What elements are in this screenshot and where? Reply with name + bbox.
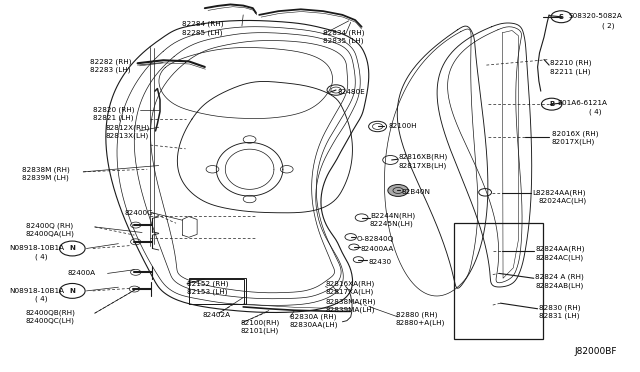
Text: 82816XB(RH): 82816XB(RH) (399, 154, 448, 160)
Text: 82285 (LH): 82285 (LH) (182, 29, 223, 36)
Text: 82400A: 82400A (67, 270, 95, 276)
Text: 82153 (LH): 82153 (LH) (187, 289, 227, 295)
Text: 82820 (RH): 82820 (RH) (93, 106, 134, 113)
Text: 82282 (RH): 82282 (RH) (90, 58, 131, 65)
Text: B2244N(RH): B2244N(RH) (370, 212, 415, 219)
Text: 82835 (LH): 82835 (LH) (323, 38, 364, 44)
Bar (454, 223, 543, 339)
Text: 82830AA(LH): 82830AA(LH) (290, 322, 339, 328)
Text: B01A6-6121A: B01A6-6121A (557, 100, 607, 106)
Text: 82100H: 82100H (388, 124, 417, 129)
Text: 82824AC(LH): 82824AC(LH) (535, 254, 583, 261)
Text: 82283 (LH): 82283 (LH) (90, 67, 130, 73)
Bar (189, 278, 246, 304)
Text: N: N (69, 246, 76, 251)
Text: 82400QB(RH): 82400QB(RH) (26, 309, 76, 316)
Text: 82100(RH): 82100(RH) (241, 320, 280, 326)
Text: 82824 A (RH): 82824 A (RH) (535, 274, 584, 280)
Text: 82210 (RH): 82210 (RH) (550, 60, 592, 67)
Text: 82830A (RH): 82830A (RH) (290, 314, 337, 320)
Text: N08918-10B1A: N08918-10B1A (10, 288, 65, 294)
Text: 82816XA(RH): 82816XA(RH) (325, 280, 374, 287)
Text: ( 4): ( 4) (35, 296, 48, 302)
Text: 82480E: 82480E (338, 89, 365, 95)
Text: 82817XB(LH): 82817XB(LH) (399, 162, 447, 169)
Text: 82838MA(RH): 82838MA(RH) (325, 299, 376, 305)
Text: 82400QA(LH): 82400QA(LH) (26, 231, 74, 237)
Text: 82824AB(LH): 82824AB(LH) (535, 282, 583, 289)
Bar (189, 279, 244, 304)
Text: 82400G: 82400G (125, 210, 154, 216)
Text: 82402A: 82402A (202, 312, 230, 318)
Text: N08918-10B1A: N08918-10B1A (10, 246, 65, 251)
Text: L82824AA(RH): L82824AA(RH) (532, 189, 586, 196)
Text: 82400AA: 82400AA (361, 246, 394, 252)
Text: 82017X(LH): 82017X(LH) (552, 139, 595, 145)
Circle shape (388, 185, 408, 196)
Text: B: B (549, 101, 554, 107)
Text: 82101(LH): 82101(LH) (241, 328, 279, 334)
Text: O-82840Q: O-82840Q (357, 236, 394, 242)
Text: 82817XA(LH): 82817XA(LH) (325, 289, 373, 295)
Text: 82838M (RH): 82838M (RH) (22, 166, 70, 173)
Text: 82821 (LH): 82821 (LH) (93, 115, 133, 121)
Text: 82839M (LH): 82839M (LH) (22, 174, 68, 181)
Text: 82831 (LH): 82831 (LH) (539, 312, 579, 319)
Text: 82211 (LH): 82211 (LH) (550, 68, 591, 75)
Text: 82B40N: 82B40N (401, 189, 430, 195)
Text: ( 2): ( 2) (602, 23, 614, 29)
Text: 82024AC(LH): 82024AC(LH) (539, 198, 587, 204)
Text: 82880+A(LH): 82880+A(LH) (396, 319, 445, 326)
Text: 82400Q (RH): 82400Q (RH) (26, 222, 73, 229)
Text: 82400QC(LH): 82400QC(LH) (26, 317, 74, 324)
Text: 82430: 82430 (369, 259, 392, 265)
Text: 82830 (RH): 82830 (RH) (539, 304, 580, 311)
Text: 82834 (RH): 82834 (RH) (323, 29, 365, 36)
Text: ( 4): ( 4) (35, 253, 48, 260)
Text: ( 4): ( 4) (589, 108, 602, 115)
Text: 82152 (RH): 82152 (RH) (187, 280, 228, 287)
Text: J82000BF: J82000BF (575, 347, 617, 356)
Text: 82824AA(RH): 82824AA(RH) (535, 246, 584, 253)
Text: S08320-5082A: S08320-5082A (568, 13, 622, 19)
Text: 82245N(LH): 82245N(LH) (370, 221, 413, 227)
Text: 82284 (RH): 82284 (RH) (182, 21, 224, 28)
Text: N: N (69, 288, 76, 294)
Text: 82016X (RH): 82016X (RH) (552, 131, 598, 137)
Text: 82880 (RH): 82880 (RH) (396, 311, 437, 318)
Text: 82812X(RH): 82812X(RH) (106, 124, 150, 131)
Text: 82813X(LH): 82813X(LH) (106, 132, 149, 139)
Text: S: S (559, 14, 564, 20)
Text: 82839MA(LH): 82839MA(LH) (325, 307, 374, 314)
